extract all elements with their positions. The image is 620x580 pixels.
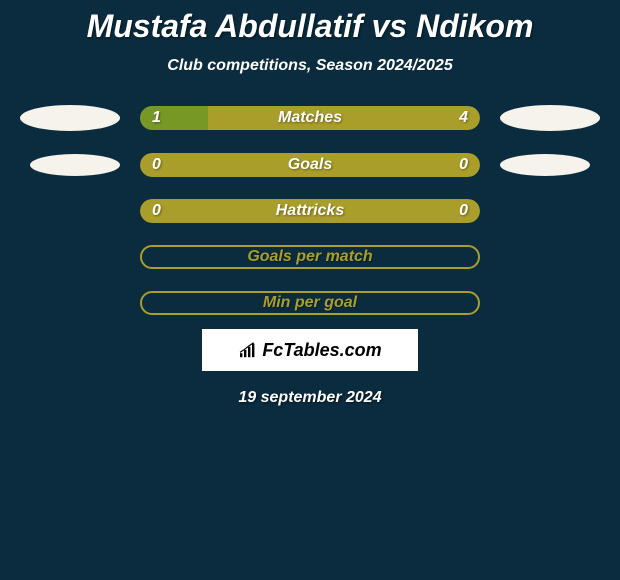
stat-bar-matches: 1 Matches 4	[140, 106, 480, 130]
stat-bar-hattricks: 0 Hattricks 0	[140, 199, 480, 223]
stat-label: Matches	[140, 109, 480, 127]
stat-value-right: 0	[459, 156, 468, 174]
player-right-ellipse	[500, 105, 600, 131]
logo-text: FcTables.com	[262, 340, 381, 361]
player-left-ellipse	[20, 105, 120, 131]
player-left-ellipse	[30, 154, 120, 176]
stat-row-min-per-goal: Min per goal	[0, 291, 620, 315]
chart-icon	[238, 342, 258, 358]
stat-label: Goals	[140, 156, 480, 174]
page-title: Mustafa Abdullatif vs Ndikom	[87, 8, 534, 45]
stat-bar-min-per-goal: Min per goal	[140, 291, 480, 315]
stat-label: Hattricks	[140, 202, 480, 220]
stat-row-matches: 1 Matches 4	[0, 105, 620, 131]
stat-row-goals-per-match: Goals per match	[0, 245, 620, 269]
stat-bar-goals-per-match: Goals per match	[140, 245, 480, 269]
stat-label: Goals per match	[142, 248, 478, 266]
stats-container: 1 Matches 4 0 Goals 0 0 Hattricks 0	[0, 105, 620, 315]
logo-box[interactable]: FcTables.com	[202, 329, 418, 371]
stat-value-right: 4	[459, 109, 468, 127]
stat-label: Min per goal	[142, 294, 478, 312]
player-right-ellipse	[500, 154, 590, 176]
stat-row-hattricks: 0 Hattricks 0	[0, 199, 620, 223]
stat-value-right: 0	[459, 202, 468, 220]
stat-row-goals: 0 Goals 0	[0, 153, 620, 177]
page-subtitle: Club competitions, Season 2024/2025	[167, 57, 452, 75]
stat-bar-goals: 0 Goals 0	[140, 153, 480, 177]
footer-date: 19 september 2024	[238, 389, 381, 407]
main-container: Mustafa Abdullatif vs Ndikom Club compet…	[0, 0, 620, 407]
